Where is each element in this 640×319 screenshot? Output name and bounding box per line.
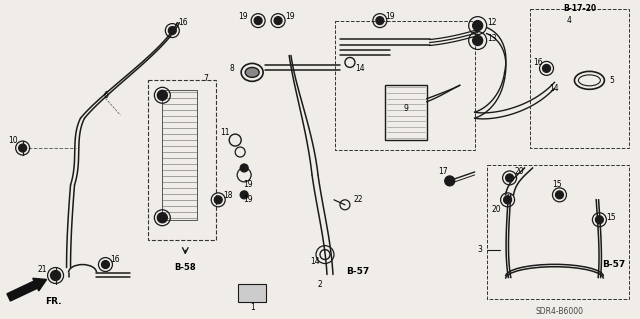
Circle shape xyxy=(506,174,513,182)
Circle shape xyxy=(168,26,176,34)
Circle shape xyxy=(595,216,604,224)
Circle shape xyxy=(102,261,109,269)
Text: 18: 18 xyxy=(223,191,233,200)
Circle shape xyxy=(376,17,384,25)
Text: 20: 20 xyxy=(515,167,524,176)
Text: 7: 7 xyxy=(204,74,209,83)
Text: 3: 3 xyxy=(477,245,482,254)
Text: 16: 16 xyxy=(179,18,188,27)
Bar xyxy=(163,90,197,220)
Circle shape xyxy=(543,64,550,72)
Circle shape xyxy=(240,191,248,199)
Text: FR.: FR. xyxy=(45,297,62,306)
Text: 11: 11 xyxy=(220,128,230,137)
Text: 5: 5 xyxy=(609,76,614,85)
Text: 19: 19 xyxy=(385,12,395,21)
Text: B-57: B-57 xyxy=(346,267,369,276)
Bar xyxy=(148,80,216,240)
Text: 17: 17 xyxy=(438,167,447,176)
Text: 1: 1 xyxy=(250,303,255,312)
Circle shape xyxy=(19,144,27,152)
Circle shape xyxy=(254,17,262,25)
Text: 8: 8 xyxy=(230,64,235,73)
Text: 12: 12 xyxy=(487,18,497,27)
Text: 14: 14 xyxy=(550,84,559,93)
Text: 13: 13 xyxy=(487,34,497,43)
Bar xyxy=(335,21,475,150)
Circle shape xyxy=(445,176,454,186)
Text: 10: 10 xyxy=(8,136,17,145)
Text: 19: 19 xyxy=(238,12,248,21)
Circle shape xyxy=(274,17,282,25)
Text: 16: 16 xyxy=(111,255,120,264)
Text: 20: 20 xyxy=(492,205,501,214)
Text: B-58: B-58 xyxy=(175,263,196,272)
Circle shape xyxy=(240,164,248,172)
Bar xyxy=(529,9,629,148)
Ellipse shape xyxy=(245,67,259,78)
Text: 9: 9 xyxy=(403,104,408,113)
Circle shape xyxy=(157,90,167,100)
Text: B-57: B-57 xyxy=(602,260,625,269)
Text: 14: 14 xyxy=(355,64,365,73)
Text: 4: 4 xyxy=(567,16,572,25)
Circle shape xyxy=(214,196,222,204)
Text: 14: 14 xyxy=(310,257,320,266)
Text: 19: 19 xyxy=(285,12,295,21)
Circle shape xyxy=(51,271,61,280)
Circle shape xyxy=(157,213,167,223)
Text: 15: 15 xyxy=(607,213,616,222)
Text: B-17-20: B-17-20 xyxy=(563,4,596,13)
Text: 2: 2 xyxy=(317,280,323,289)
Text: 22: 22 xyxy=(353,195,363,204)
Bar xyxy=(486,165,629,300)
Circle shape xyxy=(473,35,483,46)
Circle shape xyxy=(556,191,563,199)
Text: 6: 6 xyxy=(103,91,108,100)
Bar xyxy=(385,85,427,140)
FancyArrow shape xyxy=(7,278,47,301)
Text: 15: 15 xyxy=(553,180,563,189)
Text: SDR4-B6000: SDR4-B6000 xyxy=(536,307,584,316)
Circle shape xyxy=(504,196,511,204)
Text: 19: 19 xyxy=(243,180,253,189)
Text: 16: 16 xyxy=(532,58,542,67)
Text: 21: 21 xyxy=(38,265,47,274)
Bar xyxy=(238,285,266,302)
Text: 19: 19 xyxy=(243,195,253,204)
Circle shape xyxy=(473,21,483,31)
